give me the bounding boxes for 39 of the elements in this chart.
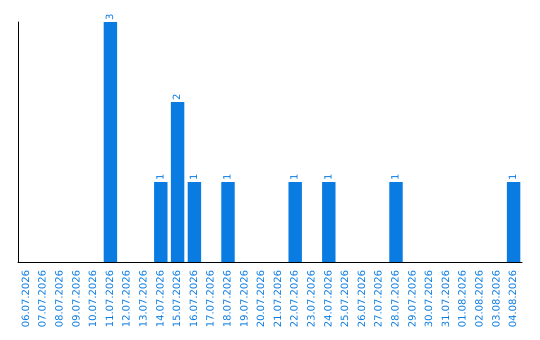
data-label: 1 — [323, 174, 334, 180]
x-tick-label: 17.07.2026 — [206, 270, 217, 328]
x-tick-label: 16.07.2026 — [188, 270, 200, 328]
x-tick-label: 01.08.2026 — [458, 270, 469, 328]
x-tick-label: 14.07.2026 — [155, 270, 166, 328]
data-label: 3 — [104, 14, 116, 20]
x-tick-label: 13.07.2026 — [138, 270, 150, 328]
data-label: 1 — [188, 174, 200, 180]
x-tick-label: 06.07.2026 — [20, 270, 32, 328]
x-tick-label: 15.07.2026 — [172, 270, 184, 328]
x-tick-label: 19.07.2026 — [239, 270, 250, 328]
x-tick-label: 11.07.2026 — [104, 270, 116, 328]
x-tick-label: 02.08.2026 — [474, 270, 486, 328]
x-tick-label: 27.07.2026 — [374, 270, 385, 328]
x-tick-label: 31.07.2026 — [440, 270, 452, 328]
x-tick-label: 09.07.2026 — [71, 270, 82, 328]
data-label: 1 — [390, 174, 402, 180]
x-tick-label: 20.07.2026 — [256, 270, 268, 328]
x-tick-label: 29.07.2026 — [407, 270, 418, 328]
x-tick-label: 03.08.2026 — [491, 270, 502, 328]
data-label: 1 — [222, 174, 234, 180]
data-label: 2 — [172, 94, 184, 100]
x-tick-label: 25.07.2026 — [340, 270, 352, 328]
x-tick-label: 04.08.2026 — [508, 270, 520, 328]
x-tick-label: 08.07.2026 — [54, 270, 66, 328]
data-label: 1 — [155, 174, 166, 180]
data-label: 1 — [290, 174, 301, 180]
x-tick-label: 18.07.2026 — [222, 270, 234, 328]
x-tick-label: 26.07.2026 — [356, 270, 368, 328]
x-tick-label: 21.07.2026 — [272, 270, 284, 328]
x-tick-label: 12.07.2026 — [122, 270, 133, 328]
x-tick-label: 28.07.2026 — [390, 270, 402, 328]
x-tick-label: 07.07.2026 — [38, 270, 49, 328]
x-tick-label: 30.07.2026 — [424, 270, 436, 328]
data-label: 1 — [508, 174, 520, 180]
x-tick-label: 10.07.2026 — [88, 270, 100, 328]
x-tick-label: 23.07.2026 — [306, 270, 318, 328]
x-tick-label: 24.07.2026 — [323, 270, 334, 328]
x-tick-label: 22.07.2026 — [290, 270, 301, 328]
